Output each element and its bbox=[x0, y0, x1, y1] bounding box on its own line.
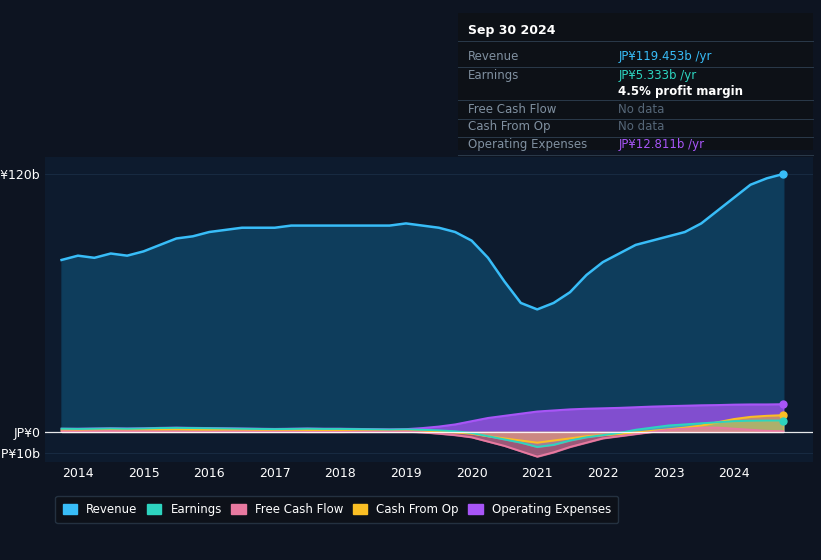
Text: JP¥12.811b /yr: JP¥12.811b /yr bbox=[618, 138, 704, 151]
Text: JP¥5.333b /yr: JP¥5.333b /yr bbox=[618, 69, 696, 82]
Text: Cash From Op: Cash From Op bbox=[468, 120, 550, 133]
Text: Free Cash Flow: Free Cash Flow bbox=[468, 102, 557, 115]
Legend: Revenue, Earnings, Free Cash Flow, Cash From Op, Operating Expenses: Revenue, Earnings, Free Cash Flow, Cash … bbox=[56, 496, 618, 523]
Text: 4.5% profit margin: 4.5% profit margin bbox=[618, 85, 743, 97]
Text: Earnings: Earnings bbox=[468, 69, 520, 82]
Text: Revenue: Revenue bbox=[468, 50, 520, 63]
Text: Operating Expenses: Operating Expenses bbox=[468, 138, 587, 151]
Text: Sep 30 2024: Sep 30 2024 bbox=[468, 24, 556, 37]
Text: No data: No data bbox=[618, 120, 664, 133]
Text: No data: No data bbox=[618, 102, 664, 115]
Text: JP¥119.453b /yr: JP¥119.453b /yr bbox=[618, 50, 712, 63]
